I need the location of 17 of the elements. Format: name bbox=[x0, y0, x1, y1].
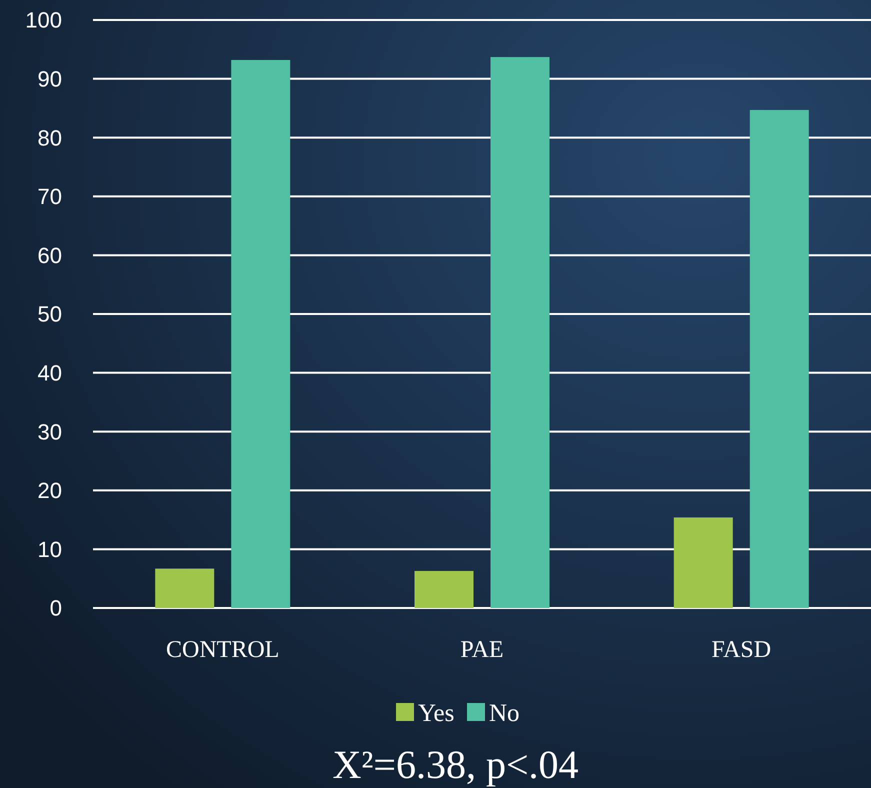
legend-label: Yes bbox=[418, 700, 454, 727]
y-tick-label: 60 bbox=[38, 242, 62, 268]
x-tick-label: PAE bbox=[460, 637, 504, 663]
text: X²=6.38, p<.04 bbox=[332, 742, 578, 787]
y-tick-label: 80 bbox=[38, 125, 62, 150]
y-tick-label: 100 bbox=[25, 8, 62, 33]
legend-label: No bbox=[489, 700, 520, 727]
y-tick-label: 30 bbox=[38, 419, 62, 444]
x-tick-label: CONTROL bbox=[166, 637, 280, 663]
y-tick-label: 70 bbox=[38, 184, 62, 210]
x-tick-label: FASD bbox=[712, 637, 772, 663]
y-tick-label: 20 bbox=[38, 478, 62, 504]
y-tick-label: 40 bbox=[38, 360, 62, 386]
y-tick-label: 50 bbox=[38, 302, 62, 327]
y-tick-label: 90 bbox=[38, 66, 62, 92]
y-tick-label: 0 bbox=[50, 596, 62, 621]
y-tick-label: 10 bbox=[38, 536, 62, 562]
